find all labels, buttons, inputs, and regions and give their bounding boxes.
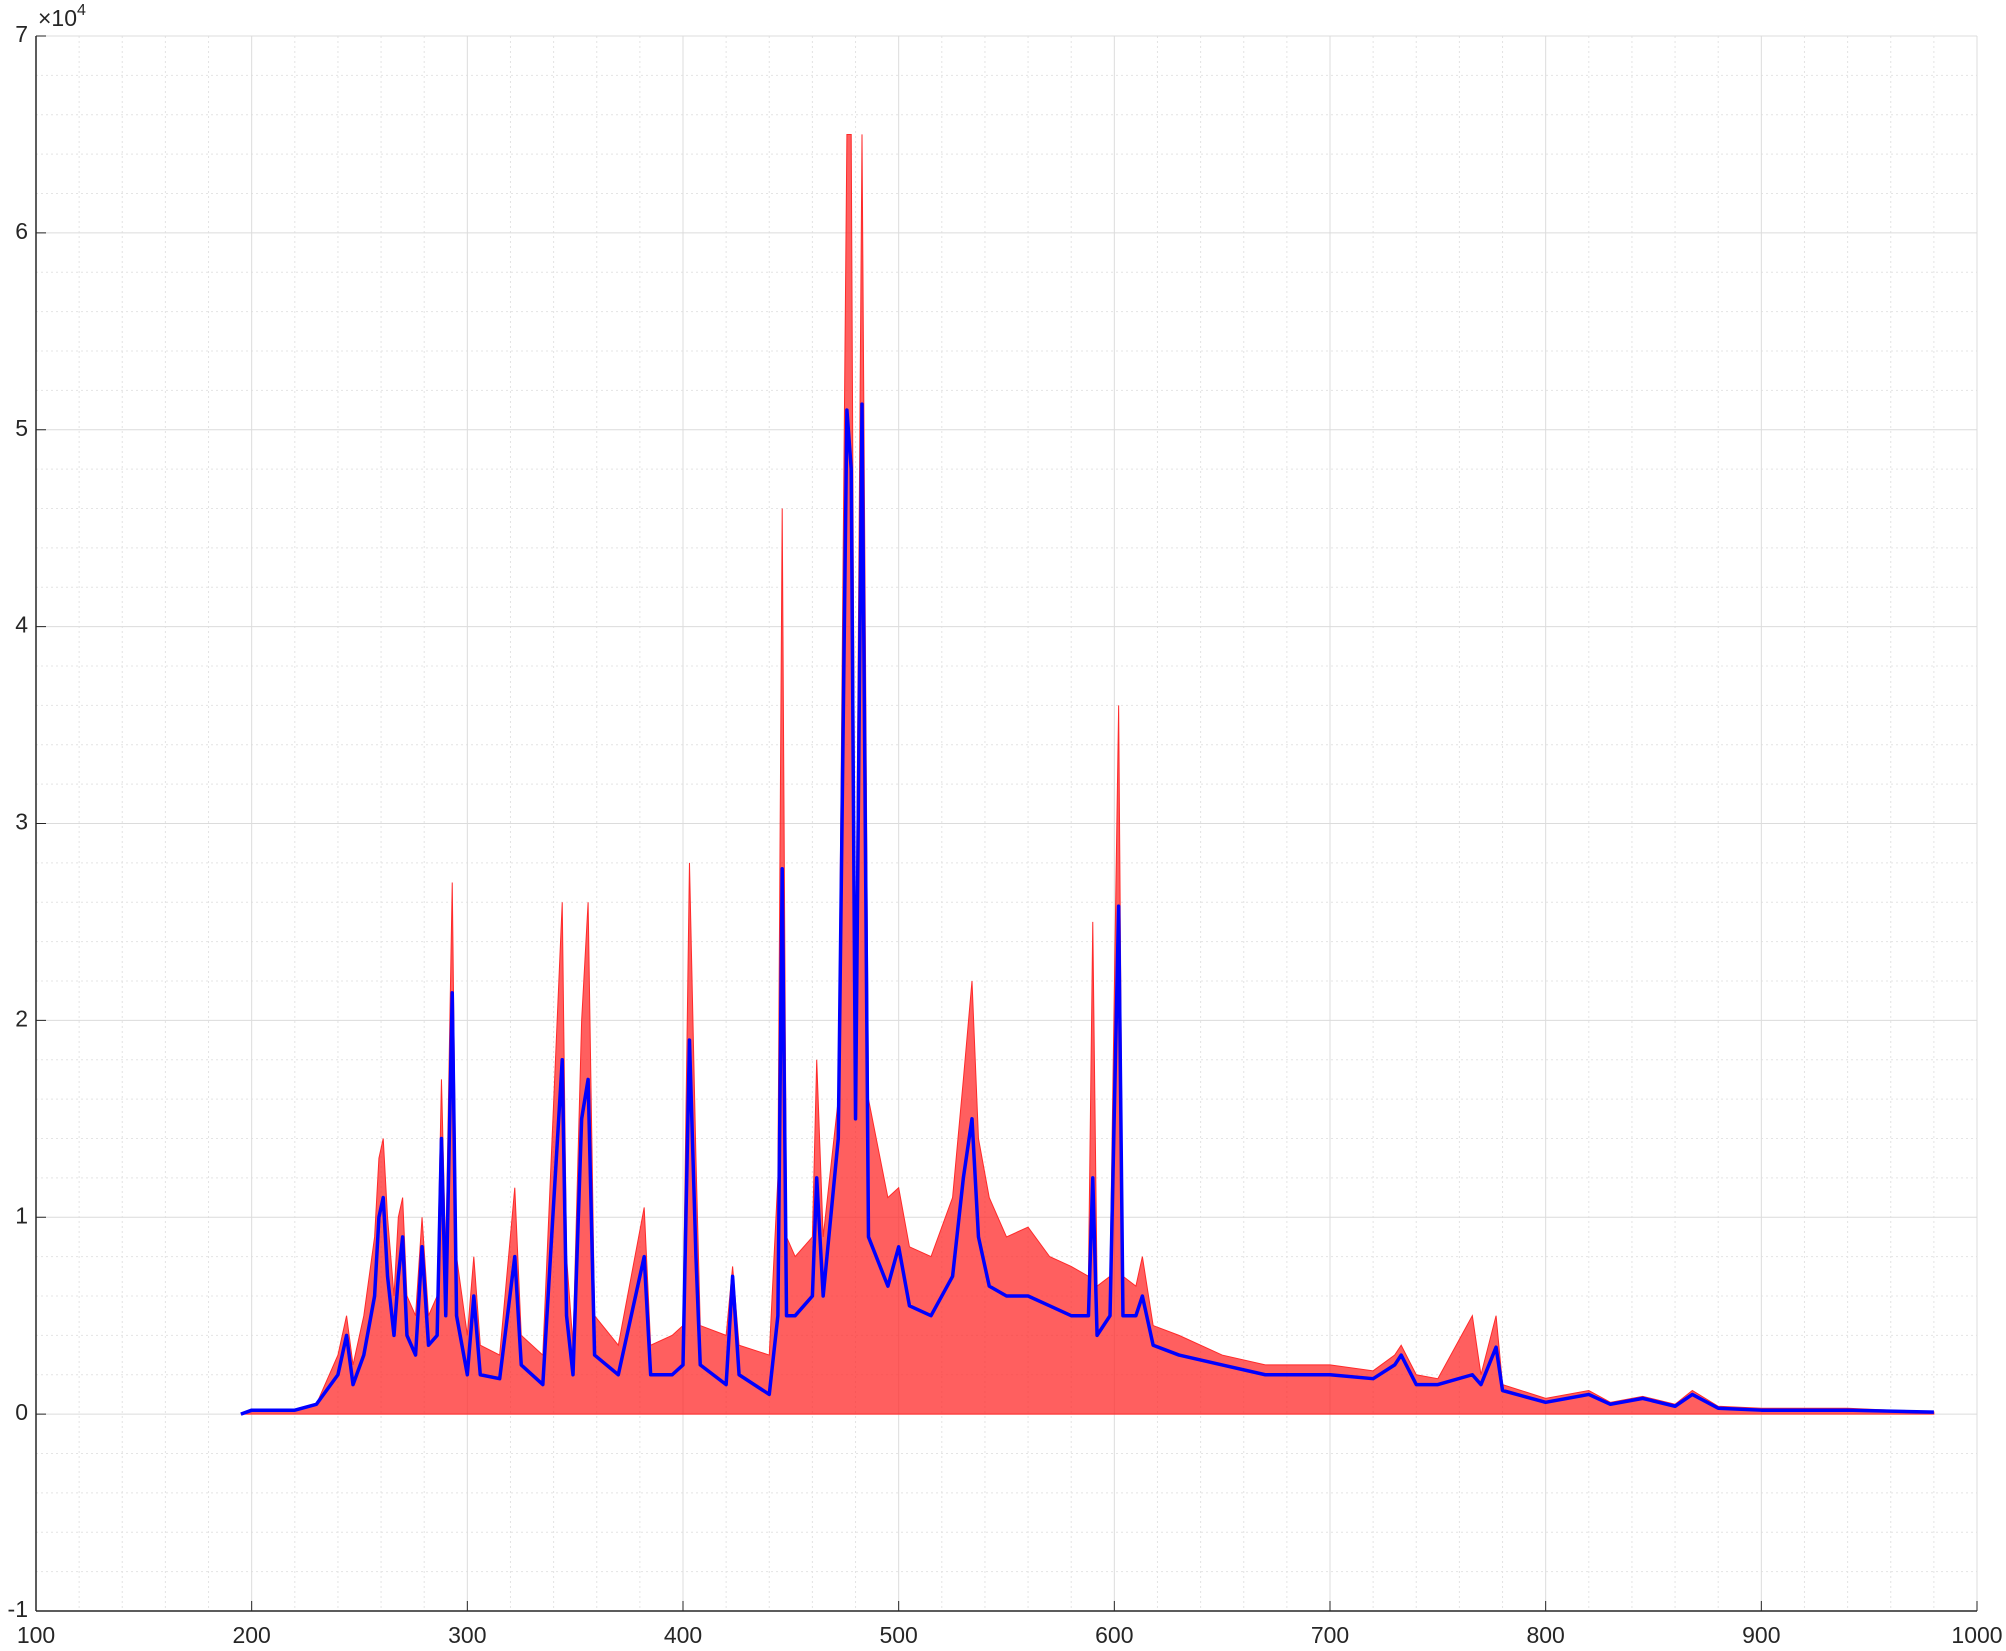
- x-tick-label: 600: [1095, 1622, 1133, 1648]
- y-tick-label: 4: [15, 612, 28, 638]
- y-multiplier: ×104: [38, 2, 86, 31]
- x-tick-label: 400: [664, 1622, 702, 1648]
- x-tick-label: 1000: [1951, 1622, 2002, 1648]
- x-tick-label: 500: [879, 1622, 917, 1648]
- x-tick-label: 800: [1526, 1622, 1564, 1648]
- y-tick-label: 7: [15, 21, 28, 47]
- x-tick-label: 900: [1742, 1622, 1780, 1648]
- y-tick-label: 0: [15, 1399, 28, 1425]
- spectra-envelope: [240, 133, 1935, 1415]
- x-tick-label: 300: [448, 1622, 486, 1648]
- multiplier-base: ×10: [38, 5, 77, 31]
- x-tick-label: 100: [17, 1622, 55, 1648]
- y-tick-label: 1: [15, 1202, 28, 1228]
- y-tick-label: 2: [15, 1005, 28, 1031]
- y-tick-label: 6: [15, 218, 28, 244]
- y-tick-label: 5: [15, 415, 28, 441]
- x-tick-label: 700: [1311, 1622, 1349, 1648]
- y-tick-label: 3: [15, 809, 28, 835]
- x-tick-label: 200: [232, 1622, 270, 1648]
- mean-spectrum: [240, 402, 1934, 1416]
- y-tick-label: -1: [8, 1596, 28, 1622]
- multiplier-exponent: 4: [77, 2, 86, 19]
